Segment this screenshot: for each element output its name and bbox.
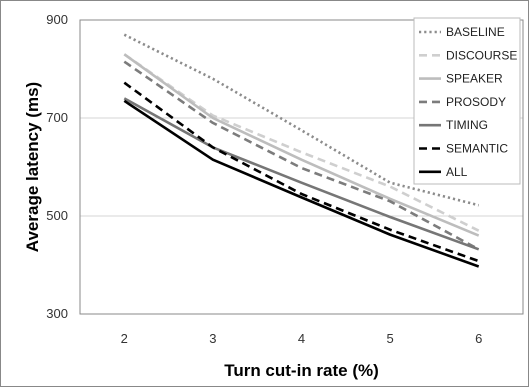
x-tick-label: 5 (386, 331, 393, 346)
y-tick-label: 900 (46, 12, 68, 27)
legend-label: BASELINE (446, 25, 505, 39)
series-lines (123, 33, 480, 268)
x-tick-label: 4 (298, 331, 305, 346)
series-line-discourse (123, 53, 480, 232)
y-tick-label: 700 (46, 110, 68, 125)
legend-box (413, 17, 521, 185)
legend-label: SEMANTIC (446, 142, 508, 156)
x-tick-label: 6 (475, 331, 482, 346)
series-line-all (123, 99, 480, 268)
legend-label: ALL (446, 165, 468, 179)
x-tick-label: 2 (121, 331, 128, 346)
series-line-timing (123, 97, 480, 251)
y-tick-label: 500 (46, 208, 68, 223)
legend-label: SPEAKER (446, 72, 503, 86)
series-line-baseline (123, 33, 480, 207)
plot-area-border (79, 19, 524, 315)
y-tick-labels: 300 500 700 900 (46, 12, 68, 321)
legend-label: TIMING (446, 118, 488, 132)
legend-label: DISCOURSE (446, 48, 517, 62)
series-line-prosody (123, 60, 480, 251)
x-tick-labels: 2 3 4 5 6 (121, 331, 483, 346)
y-axis-title: Average latency (ms) (23, 82, 42, 252)
x-axis-title: Turn cut-in rate (%) (224, 361, 379, 380)
x-tick-label: 3 (209, 331, 216, 346)
series-line-speaker (123, 53, 480, 237)
legend: BASELINE DISCOURSE SPEAKER PROSODY TIMING SEM… (413, 17, 521, 185)
series-line-semantic (123, 81, 480, 263)
legend-label: PROSODY (446, 95, 506, 109)
y-tick-label: 300 (46, 306, 68, 321)
